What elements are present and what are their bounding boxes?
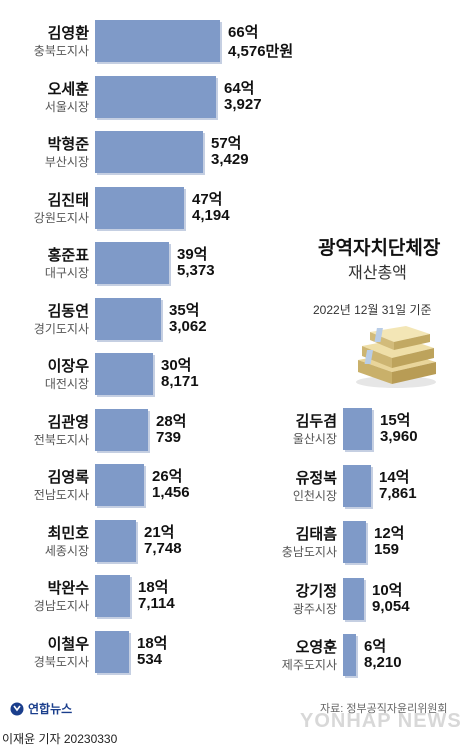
bar-left_column-1 — [95, 76, 216, 118]
watermark: YONHAP NEWS — [300, 710, 462, 733]
asset-eok-label: 6억 — [364, 635, 386, 656]
official-region: 강원도지사 — [5, 209, 89, 226]
official-name: 유정복 — [253, 467, 337, 488]
bar-left_column-8 — [95, 464, 144, 506]
asset-eok-label: 57억 — [211, 132, 242, 153]
official-name: 박완수 — [5, 577, 89, 598]
asset-manwon-label: 9,054 — [372, 598, 410, 615]
official-region: 대전시장 — [5, 375, 89, 392]
money-stack-icon — [348, 322, 444, 392]
bar-right_column-0 — [343, 408, 372, 450]
asset-eok-label: 64억 — [224, 77, 255, 98]
asset-eok-label: 18억 — [138, 576, 169, 597]
bar-left_column-6 — [95, 353, 153, 395]
bar-right_column-1 — [343, 465, 371, 507]
asset-eok-label: 14억 — [379, 466, 410, 487]
official-name: 김태흠 — [253, 523, 337, 544]
credit-line: 이재윤 기자 20230330 — [2, 730, 117, 747]
official-region: 전남도지사 — [5, 486, 89, 503]
official-region: 서울시장 — [5, 98, 89, 115]
official-name: 오세훈 — [5, 78, 89, 99]
asset-manwon-label: 8,171 — [161, 373, 199, 390]
asset-eok-label: 26억 — [152, 465, 183, 486]
asset-manwon-label: 7,861 — [379, 485, 417, 502]
asset-manwon-label: 3,429 — [211, 151, 249, 168]
official-region: 부산시장 — [5, 153, 89, 170]
basis-date: 2022년 12월 31일 기준 — [313, 301, 432, 318]
asset-eok-label: 47억 — [192, 188, 223, 209]
agency-logo-text: 연합뉴스 — [28, 700, 72, 717]
official-name: 김관영 — [5, 411, 89, 432]
bar-left_column-3 — [95, 187, 184, 229]
asset-eok-label: 39억 — [177, 243, 208, 264]
official-name: 박형준 — [5, 133, 89, 154]
official-region: 충남도지사 — [253, 543, 337, 560]
asset-manwon-label: 3,960 — [380, 428, 418, 445]
bar-right_column-2 — [343, 521, 366, 563]
asset-manwon-label: 8,210 — [364, 654, 402, 671]
official-region: 세종시장 — [5, 542, 89, 559]
asset-eok-label: 21억 — [144, 521, 175, 542]
bar-right_column-4 — [343, 634, 356, 676]
asset-manwon-label: 7,114 — [138, 595, 175, 612]
asset-manwon-label: 4,194 — [192, 207, 230, 224]
asset-manwon-label: 739 — [156, 429, 181, 446]
asset-eok-label: 18억 — [137, 632, 168, 653]
official-region: 광주시장 — [253, 600, 337, 617]
bar-left_column-0 — [95, 20, 220, 62]
asset-manwon-label: 5,373 — [177, 262, 215, 279]
bar-left_column-2 — [95, 131, 203, 173]
official-name: 강기정 — [253, 580, 337, 601]
bar-left_column-10 — [95, 575, 130, 617]
asset-eok-label: 28억 — [156, 410, 187, 431]
asset-eok-label: 15억 — [380, 409, 411, 430]
official-name: 이장우 — [5, 355, 89, 376]
official-name: 김진태 — [5, 189, 89, 210]
official-name: 김두겸 — [253, 410, 337, 431]
official-region: 경북도지사 — [5, 653, 89, 670]
asset-manwon-label: 3,062 — [169, 318, 207, 335]
asset-eok-label: 35억 — [169, 299, 200, 320]
asset-eok-label: 12억 — [374, 522, 405, 543]
bar-left_column-9 — [95, 520, 136, 562]
official-region: 대구시장 — [5, 264, 89, 281]
official-region: 제주도지사 — [253, 656, 337, 673]
asset-eok-label: 30억 — [161, 354, 192, 375]
chart-subtitle: 재산총액 — [348, 259, 407, 283]
yonhap-logo-icon — [10, 702, 24, 716]
official-name: 김동연 — [5, 300, 89, 321]
official-region: 전북도지사 — [5, 431, 89, 448]
bar-left_column-5 — [95, 298, 161, 340]
asset-manwon-label: 3,927 — [224, 96, 262, 113]
asset-eok-label: 10억 — [372, 579, 403, 600]
bar-left_column-4 — [95, 242, 169, 284]
asset-manwon-label: 1,456 — [152, 484, 190, 501]
bar-left_column-7 — [95, 409, 148, 451]
official-name: 김영록 — [5, 466, 89, 487]
bar-right_column-3 — [343, 578, 364, 620]
bar-left_column-11 — [95, 631, 129, 673]
asset-manwon-label: 159 — [374, 541, 399, 558]
asset-manwon-label: 534 — [137, 651, 162, 668]
official-name: 이철우 — [5, 633, 89, 654]
official-name: 김영환 — [5, 22, 89, 43]
official-region: 울산시장 — [253, 430, 337, 447]
yonhap-logo: 연합뉴스 — [10, 700, 72, 717]
asset-eok-label: 66억 — [228, 21, 259, 42]
official-region: 충북도지사 — [5, 42, 89, 59]
official-region: 경기도지사 — [5, 320, 89, 337]
official-name: 오영훈 — [253, 636, 337, 657]
official-name: 최민호 — [5, 522, 89, 543]
asset-manwon-label: 7,748 — [144, 540, 182, 557]
official-region: 인천시장 — [253, 487, 337, 504]
official-region: 경남도지사 — [5, 597, 89, 614]
official-name: 홍준표 — [5, 244, 89, 265]
chart-title: 광역자치단체장 — [318, 233, 440, 260]
asset-manwon-label: 4,576만원 — [228, 40, 293, 61]
